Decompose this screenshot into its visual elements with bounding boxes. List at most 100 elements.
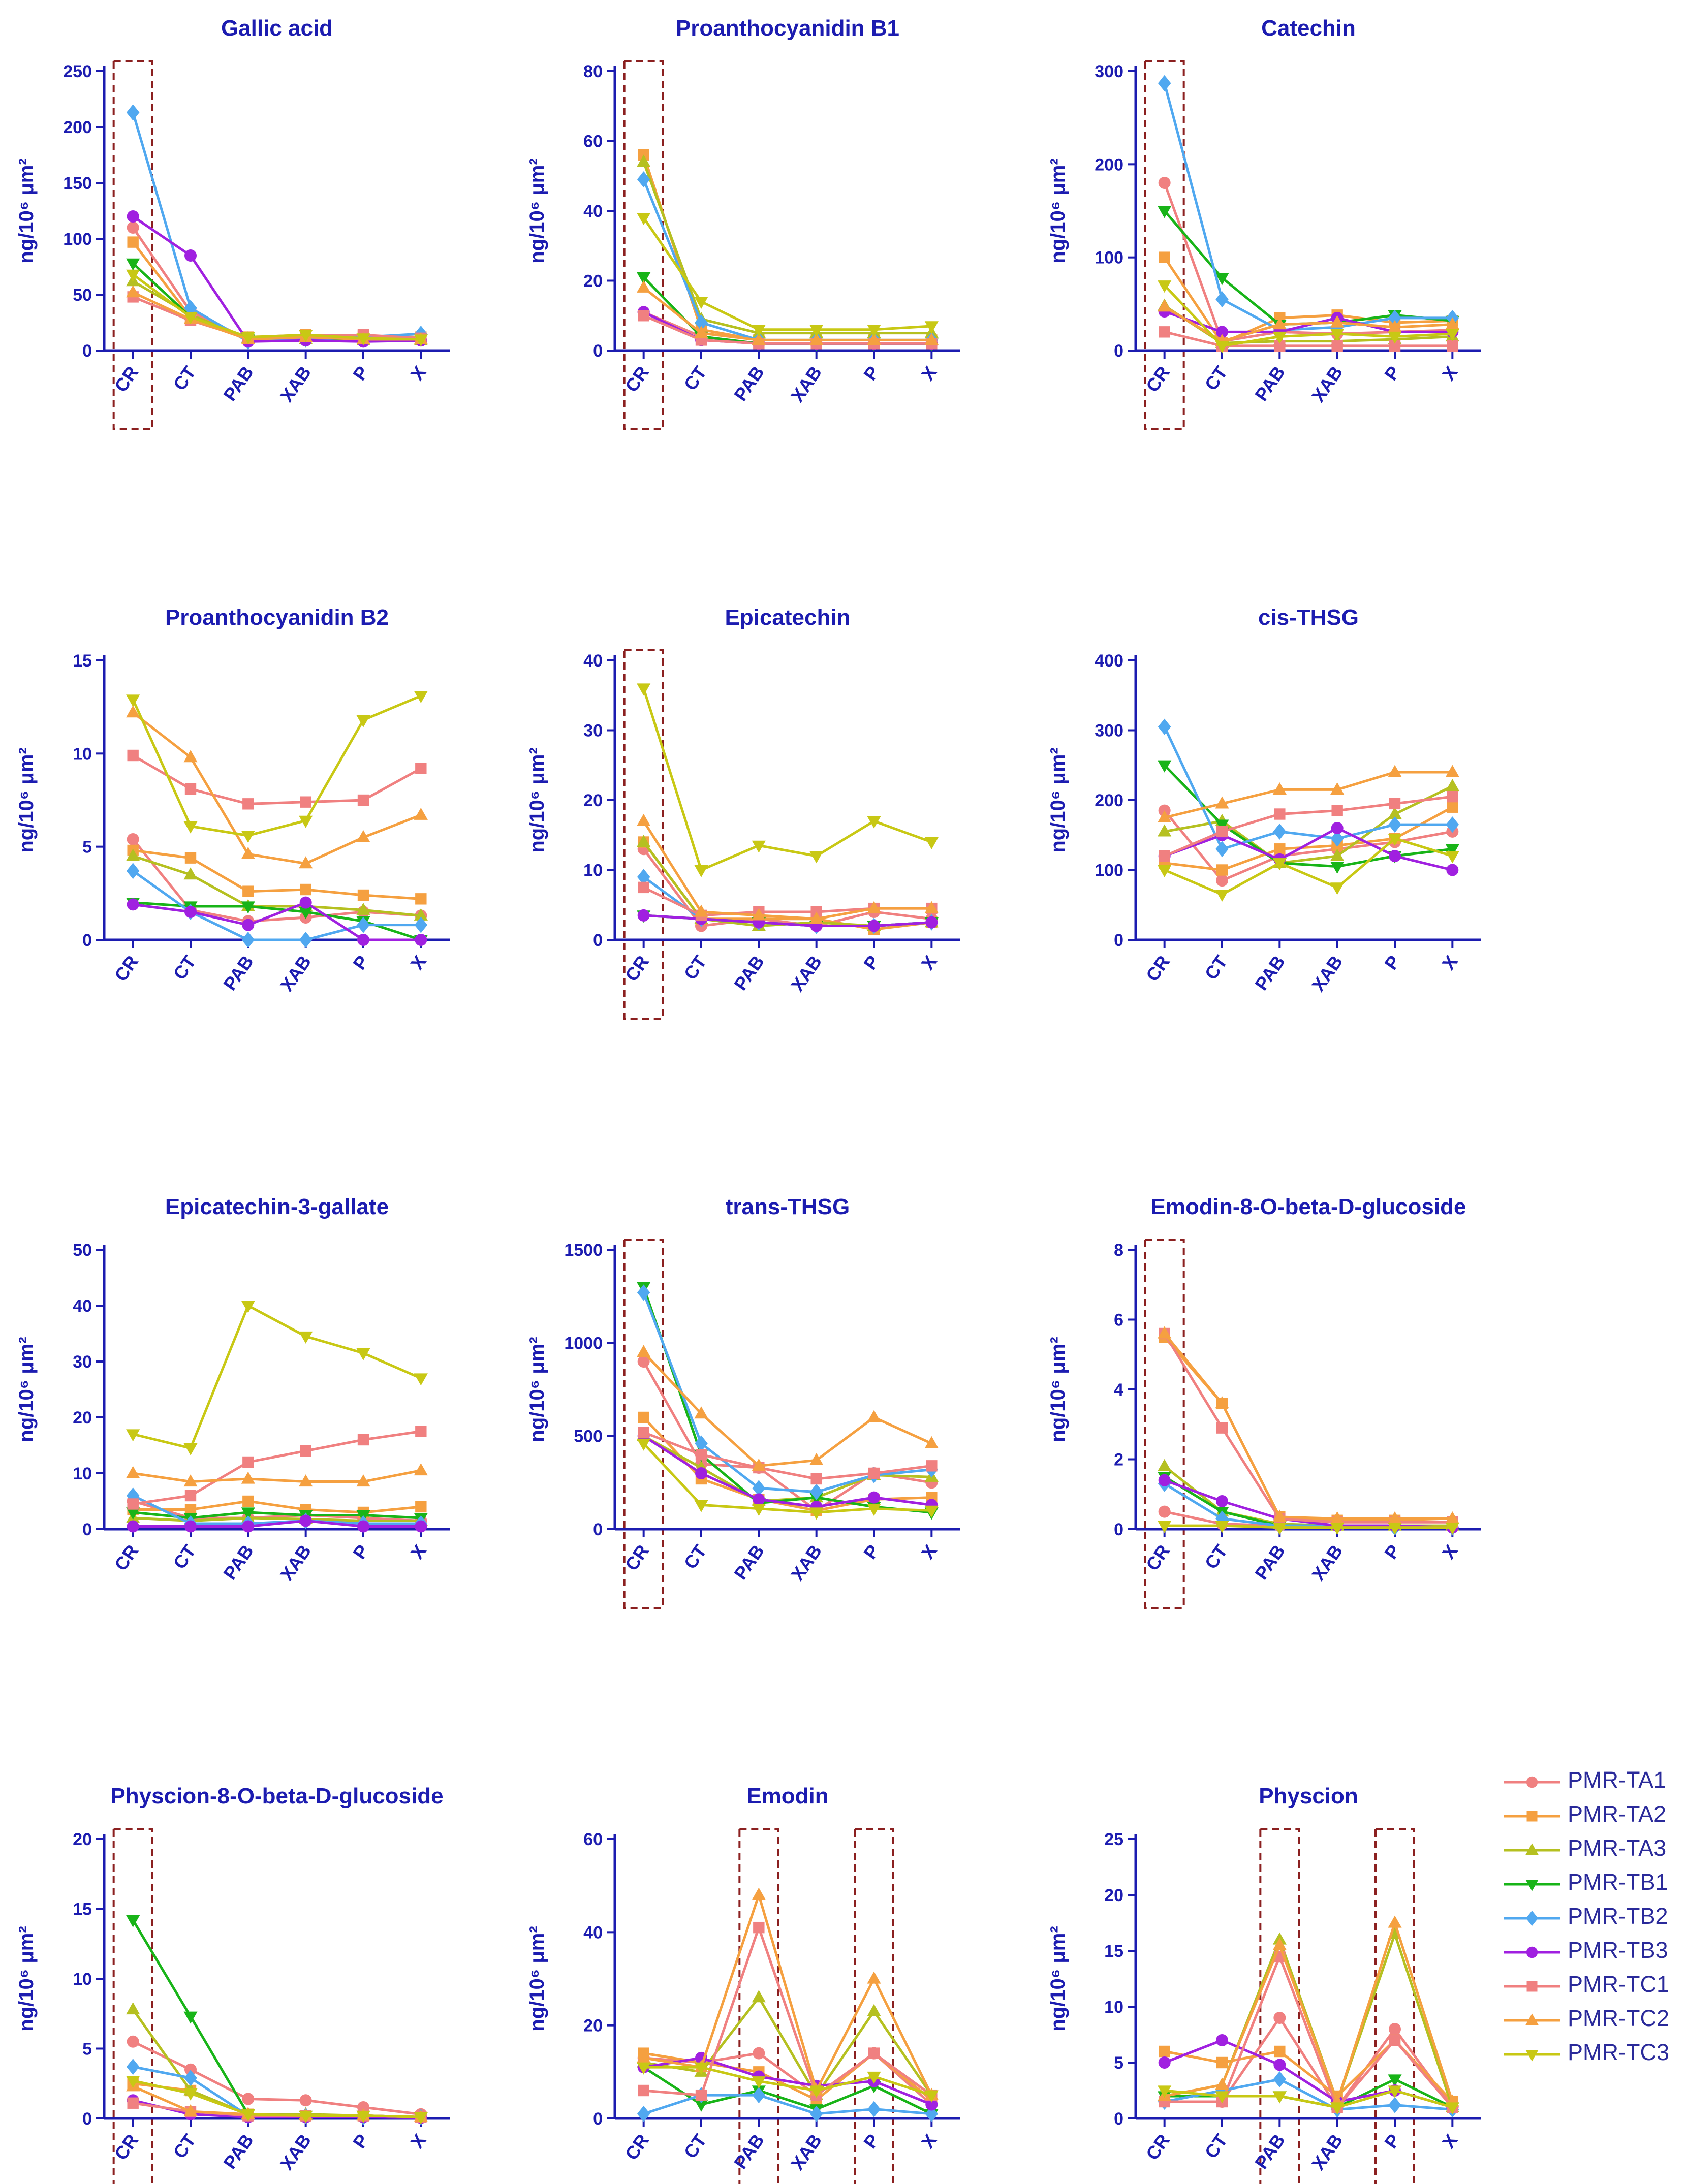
data-point — [1445, 844, 1459, 857]
x-tick-label: CT — [169, 2130, 200, 2162]
data-point — [357, 1434, 369, 1446]
x-tick-label: X — [1438, 952, 1462, 973]
highlight-box-cr — [112, 1828, 153, 2184]
data-point — [1273, 2071, 1287, 2087]
data-point — [867, 332, 881, 345]
data-point — [1273, 823, 1287, 840]
data-point — [924, 1505, 939, 1518]
data-point — [357, 889, 369, 901]
series-line — [133, 1519, 421, 1528]
data-point — [924, 901, 939, 913]
series-line — [132, 1494, 421, 1525]
data-point — [1159, 2045, 1170, 2058]
data-point — [126, 2059, 140, 2075]
chart-panel-2: Proanthocyanidin B1 0 20 40 60 80 ng/10⁶ μm² CR… — [526, 16, 960, 430]
y-tick-label: 6 — [1114, 1311, 1123, 1330]
legend-swatch — [1504, 1981, 1560, 1992]
series-line — [133, 1304, 422, 1450]
x-tick-label: P — [1380, 2130, 1404, 2152]
data-point — [300, 1445, 311, 1457]
data-point — [356, 1474, 370, 1487]
series-line — [1164, 806, 1453, 872]
data-point — [126, 863, 140, 879]
series-pmr-tc1 — [127, 749, 427, 810]
data-point — [638, 2084, 649, 2097]
data-point — [1389, 798, 1401, 810]
series-line — [643, 1431, 932, 1480]
legend-marker — [1525, 1880, 1539, 1891]
data-point — [1272, 1509, 1287, 1522]
data-point — [126, 269, 140, 282]
data-point — [1216, 1495, 1228, 1507]
y-tick-label: 200 — [1095, 155, 1123, 174]
series-line — [643, 1435, 932, 1508]
data-point — [127, 749, 139, 762]
data-point — [1272, 331, 1287, 344]
legend-marker — [1526, 1911, 1538, 1926]
x-tick-label: PAB — [730, 2130, 768, 2173]
series-line — [132, 1500, 421, 1522]
data-point — [1446, 816, 1459, 833]
data-point — [1330, 882, 1345, 895]
x-tick-label: P — [1380, 362, 1404, 384]
x-tick-label: CR — [110, 1541, 142, 1574]
data-point — [241, 901, 255, 914]
series-line — [132, 870, 421, 941]
data-point — [752, 332, 766, 345]
series-line — [1163, 1333, 1453, 1520]
series-line — [642, 820, 932, 921]
series-pmr-tc2 — [637, 813, 939, 924]
series-pmr-tc2 — [1158, 1326, 1459, 1524]
data-point — [1215, 1396, 1229, 1409]
y-tick-label: 15 — [1104, 1942, 1123, 1961]
x-tick-label: PAB — [219, 2130, 258, 2173]
x-tick-label: CR — [110, 2130, 142, 2164]
x-tick-label: XAB — [276, 952, 315, 995]
data-point — [637, 1284, 650, 1301]
data-point — [1158, 1326, 1172, 1339]
series-pmr-ta3 — [637, 154, 939, 338]
x-tick-label: XAB — [787, 2130, 826, 2174]
y-axis-label: ng/10⁶ μm² — [526, 1337, 548, 1442]
chart-panel-4: Proanthocyanidin B2 0 5 10 15 ng/10⁶ μm² CR CT P… — [15, 605, 450, 995]
data-point — [925, 2098, 938, 2111]
data-point — [415, 1520, 427, 1533]
series-pmr-tc3 — [1158, 280, 1459, 354]
x-tick-label: CT — [1200, 1541, 1231, 1573]
x-tick-label: X — [1438, 1541, 1462, 1563]
chart-panel-7: Epicatechin-3-gallate 0 10 20 30 40 50 ng/10⁶ μ… — [15, 1194, 450, 1585]
x-tick-label: P — [349, 952, 372, 973]
x-tick-label: XAB — [276, 362, 315, 406]
data-point — [1389, 2023, 1401, 2035]
series-line — [1164, 330, 1453, 347]
x-tick-label: PAB — [730, 1541, 768, 1584]
series-line — [132, 754, 422, 805]
x-tick-label: CT — [1200, 362, 1231, 394]
data-point — [867, 1971, 881, 1984]
series-pmr-tb3 — [127, 896, 427, 946]
series-line — [132, 711, 422, 865]
data-point — [1216, 826, 1228, 838]
series-line — [133, 1511, 421, 1520]
data-point — [1272, 1938, 1287, 1950]
data-point — [299, 907, 313, 920]
x-tick-label: PAB — [219, 362, 258, 405]
data-point — [1445, 329, 1459, 341]
data-point — [1272, 317, 1287, 330]
x-tick-label: CR — [621, 1541, 653, 1574]
x-tick-label: P — [349, 1541, 372, 1563]
data-point — [127, 898, 139, 911]
data-point — [184, 2070, 197, 2086]
data-point — [126, 2076, 140, 2088]
series-pmr-tc3 — [637, 213, 939, 337]
series-line — [1164, 837, 1453, 896]
legend-label: PMR-TC2 — [1568, 2005, 1669, 2031]
legend-label: PMR-TA1 — [1568, 1767, 1667, 1793]
data-point — [1388, 834, 1402, 846]
y-tick-label: 40 — [583, 1923, 603, 1942]
series-line — [643, 2066, 932, 2097]
y-tick-label: 100 — [1095, 248, 1123, 268]
highlight-box-cr — [623, 1239, 664, 1609]
x-tick-label: PAB — [730, 362, 768, 405]
chart-title: Emodin — [746, 1784, 828, 1809]
